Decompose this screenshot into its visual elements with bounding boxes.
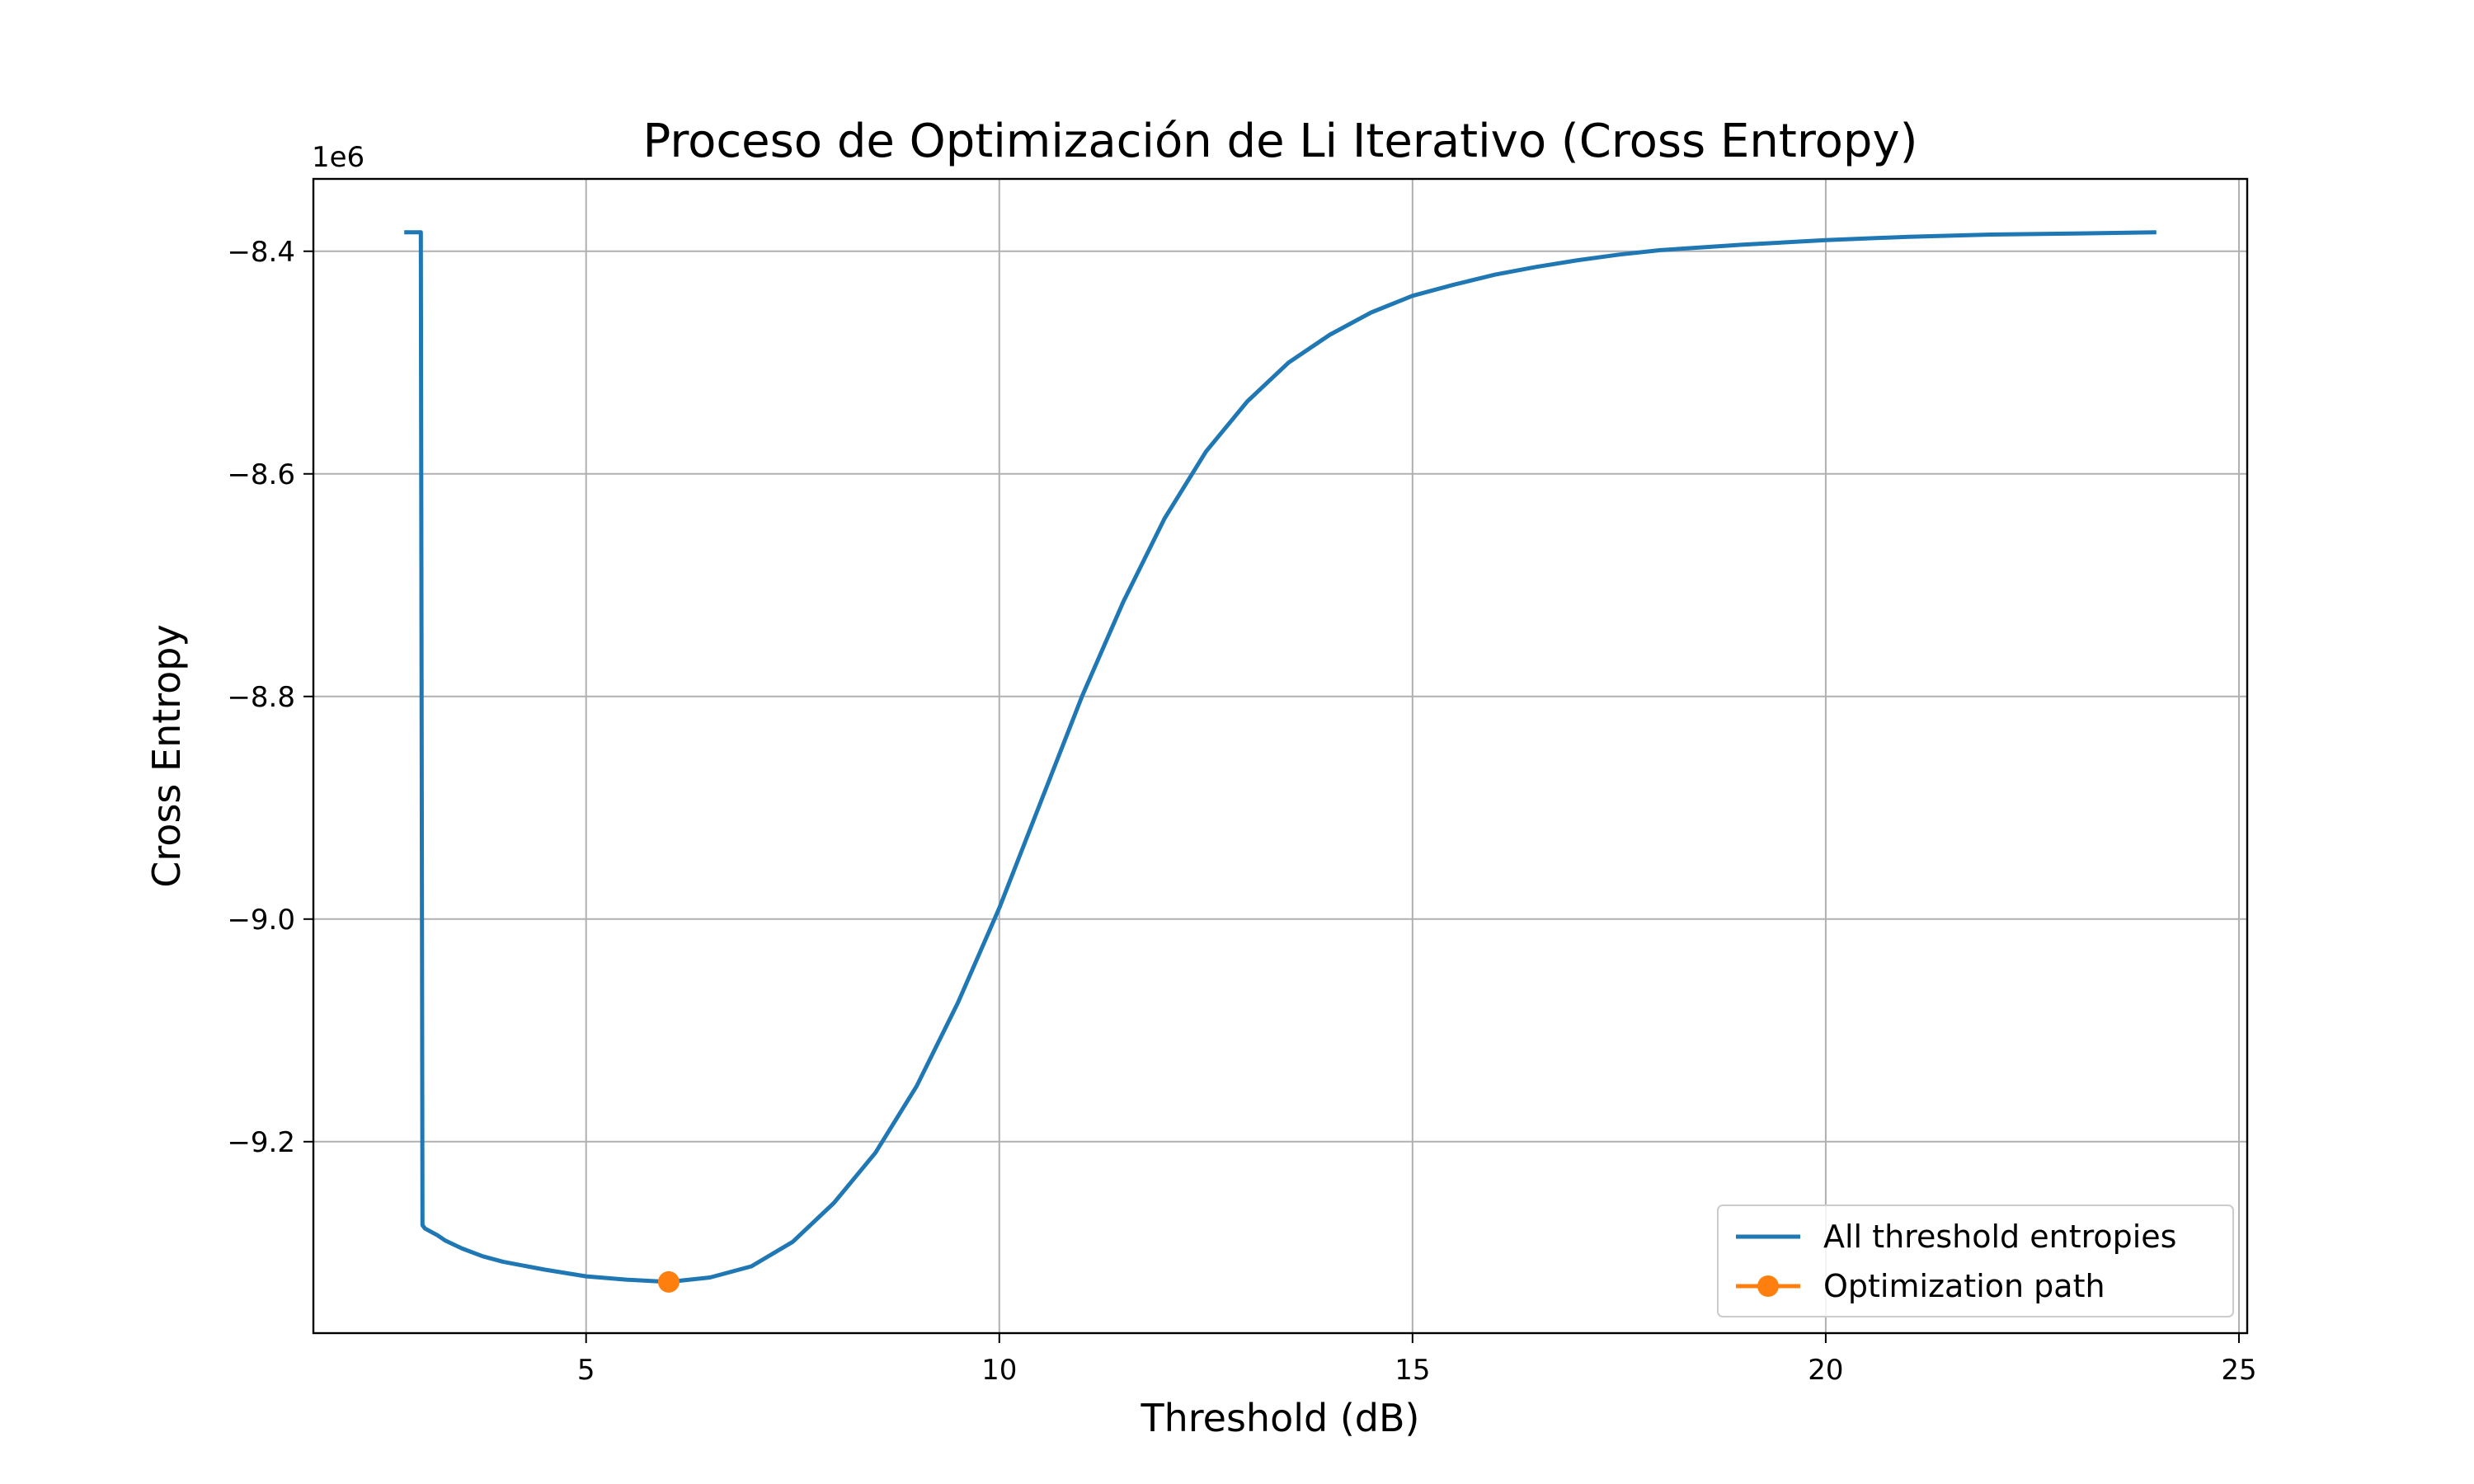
x-axis-label: Threshold (dB) — [1141, 1396, 1420, 1440]
y-tick-label: −8.6 — [227, 458, 295, 491]
plot-area — [404, 230, 2157, 1293]
legend-label-all-threshold-entropies: All threshold entropies — [1823, 1219, 2176, 1255]
series-line-all-threshold-entropies — [404, 230, 2157, 1284]
legend: All threshold entropies Optimization pat… — [1717, 1205, 2234, 1317]
y-tick-label: −9.2 — [227, 1126, 295, 1159]
axes-frame — [312, 177, 2249, 1335]
legend-box — [1717, 1205, 2234, 1317]
y-axis-offset-label: 1e6 — [312, 141, 365, 174]
legend-label-optimization-path: Optimization path — [1823, 1268, 2105, 1304]
y-tick-label: −8.8 — [227, 681, 295, 714]
data-point-optimization-path — [657, 1270, 680, 1293]
legend-marker-optimization-path — [1757, 1275, 1779, 1297]
x-tick-label: 10 — [981, 1354, 1017, 1387]
y-tick-label: −8.4 — [227, 236, 295, 269]
chart-title: Proceso de Optimización de Li Iterativo … — [643, 115, 1918, 168]
ticks: 5 10 15 20 25 −8.4 −8.6 −8.8 −9.0 −9.2 — [227, 236, 2256, 1387]
x-tick-label: 15 — [1395, 1354, 1430, 1387]
y-axis-label: Cross Entropy — [144, 624, 189, 887]
grid — [313, 179, 2247, 1333]
x-tick-label: 25 — [2221, 1354, 2256, 1387]
x-tick-label: 20 — [1808, 1354, 1843, 1387]
x-tick-label: 5 — [577, 1354, 595, 1387]
y-tick-label: −9.0 — [227, 904, 295, 937]
